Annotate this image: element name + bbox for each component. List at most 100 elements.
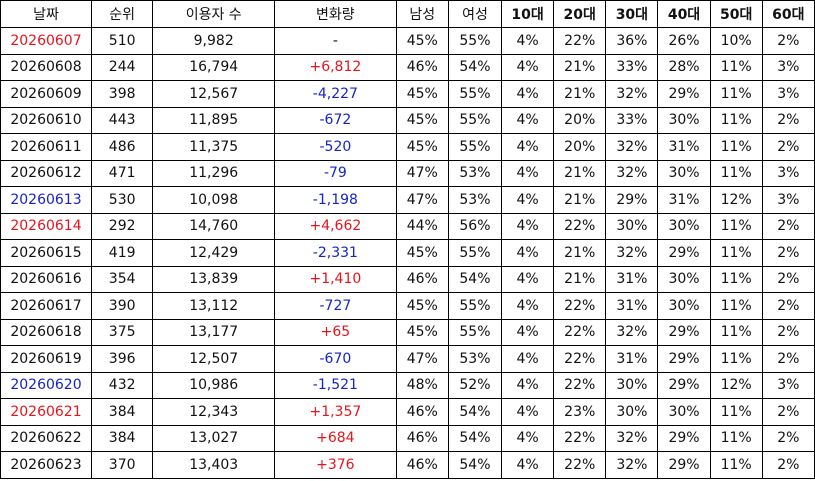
age-60s-cell: 2% [761,398,815,426]
female-cell: 55% [447,27,503,55]
age-30s-cell: 31% [605,345,659,373]
age-10s-cell: 4% [501,186,555,214]
male-cell: 45% [395,318,449,346]
age-30s-cell: 30% [605,212,659,240]
age-60s-cell: 2% [761,106,815,134]
rank-cell: 398 [90,80,154,108]
age-20s-cell: 21% [553,53,607,81]
change-cell: +1,357 [274,398,397,426]
female-cell: 53% [447,186,503,214]
date-cell: 20260623 [0,451,92,479]
users-cell: 11,375 [152,133,276,161]
age-30s-cell: 33% [605,106,659,134]
change-cell: +376 [274,451,397,479]
age-60s-cell: 2% [761,451,815,479]
header-date: 날짜 [0,0,92,28]
age-50s-cell: 11% [709,398,763,426]
age-40s-cell: 28% [657,53,711,81]
change-cell: -727 [274,292,397,320]
male-cell: 45% [395,106,449,134]
users-cell: 16,794 [152,53,276,81]
male-cell: 46% [395,53,449,81]
age-60s-cell: 3% [761,371,815,399]
change-cell: -1,198 [274,186,397,214]
age-30s-cell: 30% [605,398,659,426]
age-10s-cell: 4% [501,318,555,346]
age-40s-cell: 29% [657,239,711,267]
age-10s-cell: 4% [501,133,555,161]
female-cell: 54% [447,53,503,81]
age-40s-cell: 30% [657,292,711,320]
change-cell: -520 [274,133,397,161]
change-cell: -672 [274,106,397,134]
change-cell: -670 [274,345,397,373]
age-40s-cell: 30% [657,159,711,187]
age-50s-cell: 11% [709,424,763,452]
age-10s-cell: 4% [501,159,555,187]
table-row: 20260621 384 12,343 +1,357 46% 54% 4% 23% 30% 30%… [0,398,815,426]
age-60s-cell: 2% [761,133,815,161]
date-cell: 20260619 [0,345,92,373]
age-20s-cell: 23% [553,398,607,426]
users-cell: 13,027 [152,424,276,452]
table-row: 20260609 398 12,567 -4,227 45% 55% 4% 21% 32% 29%… [0,80,815,108]
age-50s-cell: 11% [709,345,763,373]
age-20s-cell: 22% [553,212,607,240]
female-cell: 56% [447,212,503,240]
age-20s-cell: 22% [553,318,607,346]
age-60s-cell: 2% [761,345,815,373]
header-users: 이용자 수 [152,0,276,28]
age-30s-cell: 32% [605,80,659,108]
change-cell: +684 [274,424,397,452]
age-10s-cell: 4% [501,53,555,81]
age-30s-cell: 31% [605,265,659,293]
rank-cell: 370 [90,451,154,479]
table-row: 20260611 486 11,375 -520 45% 55% 4% 20% 32% 31% 11… [0,133,815,161]
date-cell: 20260607 [0,27,92,55]
age-40s-cell: 31% [657,133,711,161]
age-30s-cell: 32% [605,159,659,187]
users-cell: 13,403 [152,451,276,479]
users-cell: 10,098 [152,186,276,214]
male-cell: 46% [395,265,449,293]
female-cell: 53% [447,345,503,373]
header-age-20s: 20대 [553,0,607,28]
age-20s-cell: 21% [553,186,607,214]
table-row: 20260612 471 11,296 -79 47% 53% 4% 21% 32% 30% 11%… [0,159,815,187]
rank-cell: 443 [90,106,154,134]
date-cell: 20260621 [0,398,92,426]
users-cell: 12,429 [152,239,276,267]
male-cell: 46% [395,424,449,452]
age-30s-cell: 30% [605,371,659,399]
change-cell: +1,410 [274,265,397,293]
age-20s-cell: 22% [553,371,607,399]
table-row: 20260616 354 13,839 +1,410 46% 54% 4% 21% 31% 30%… [0,265,815,293]
change-cell: +6,812 [274,53,397,81]
age-50s-cell: 11% [709,133,763,161]
age-10s-cell: 4% [501,106,555,134]
age-50s-cell: 11% [709,53,763,81]
female-cell: 55% [447,292,503,320]
male-cell: 46% [395,451,449,479]
rank-cell: 510 [90,27,154,55]
age-40s-cell: 29% [657,345,711,373]
header-age-10s: 10대 [501,0,555,28]
male-cell: 47% [395,159,449,187]
female-cell: 54% [447,451,503,479]
date-cell: 20260611 [0,133,92,161]
age-30s-cell: 36% [605,27,659,55]
age-40s-cell: 29% [657,371,711,399]
age-10s-cell: 4% [501,345,555,373]
header-age-60s: 60대 [761,0,815,28]
header-age-50s: 50대 [709,0,763,28]
table-row: 20260623 370 13,403 +376 46% 54% 4% 22% 32% 29% 11… [0,451,815,479]
rank-cell: 396 [90,345,154,373]
male-cell: 45% [395,27,449,55]
users-cell: 12,507 [152,345,276,373]
users-cell: 13,112 [152,292,276,320]
age-20s-cell: 21% [553,80,607,108]
age-20s-cell: 22% [553,292,607,320]
date-cell: 20260622 [0,424,92,452]
users-cell: 9,982 [152,27,276,55]
